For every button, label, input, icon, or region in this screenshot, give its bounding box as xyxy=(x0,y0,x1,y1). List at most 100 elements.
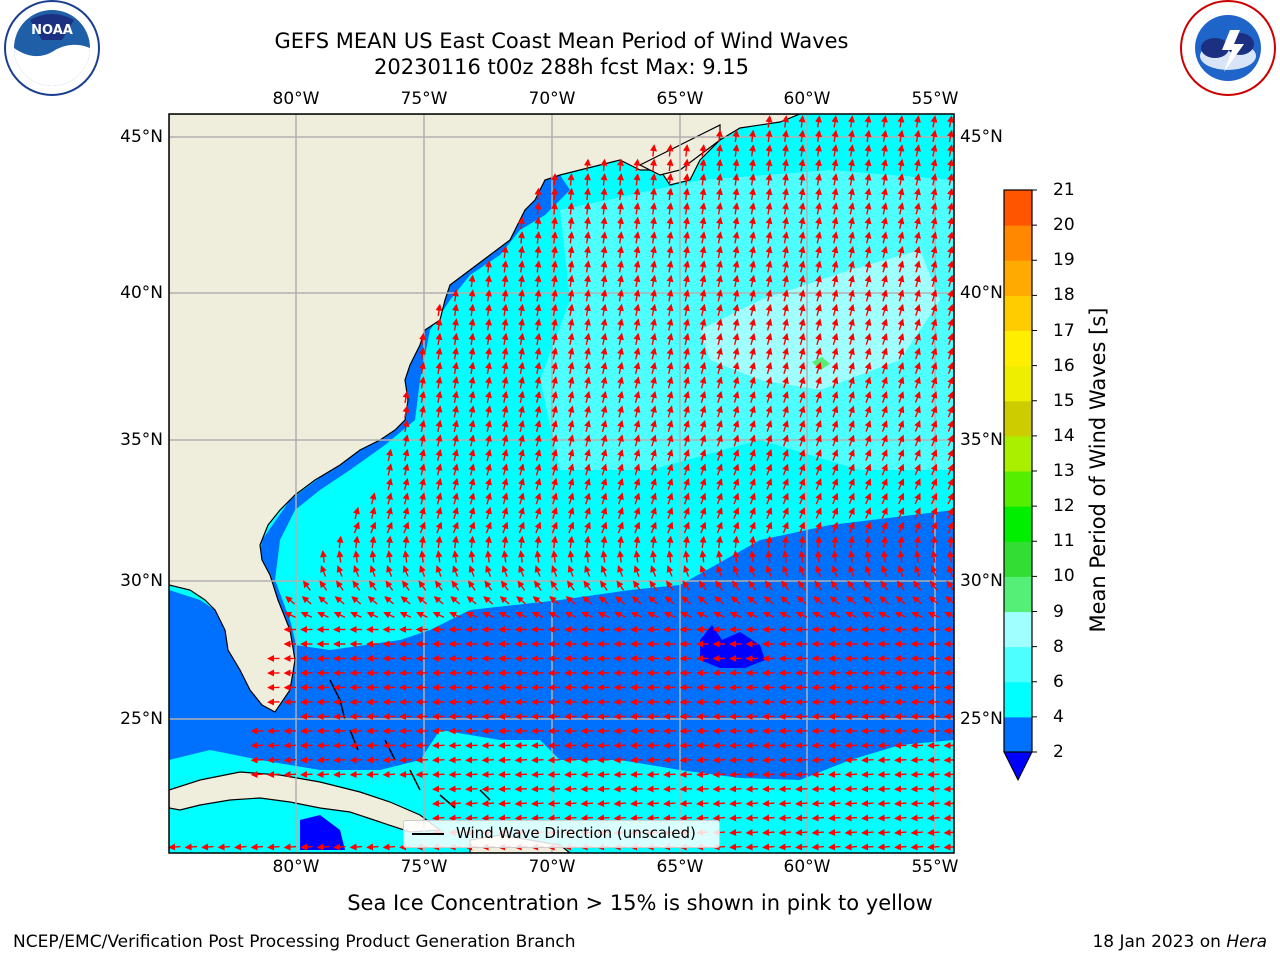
wind-wave-arrow xyxy=(415,756,429,764)
wind-wave-arrow xyxy=(551,216,558,230)
wind-wave-arrow xyxy=(881,216,888,229)
wind-wave-arrow xyxy=(650,390,657,403)
lat-tick-label-left: 35°N xyxy=(120,430,163,450)
wind-wave-arrow xyxy=(452,477,459,490)
wind-wave-arrow xyxy=(435,332,443,346)
wind-wave-arrow xyxy=(930,115,938,128)
wind-wave-arrow xyxy=(815,216,822,230)
wind-wave-arrow xyxy=(815,289,822,302)
wind-wave-arrow xyxy=(927,843,940,851)
wind-wave-arrow xyxy=(831,158,839,172)
colorbar-segment xyxy=(1004,190,1032,226)
wind-wave-arrow xyxy=(861,829,874,836)
wind-wave-arrow xyxy=(531,785,544,793)
wind-wave-arrow xyxy=(699,347,707,360)
wind-wave-arrow xyxy=(831,434,839,447)
wind-wave-arrow xyxy=(666,202,674,215)
wind-wave-arrow xyxy=(613,771,627,778)
wind-wave-arrow xyxy=(567,434,575,447)
wind-wave-arrow xyxy=(861,771,874,778)
wind-wave-arrow xyxy=(600,158,608,172)
wind-wave-arrow xyxy=(551,390,558,403)
wind-wave-arrow xyxy=(765,347,773,360)
wind-wave-arrow xyxy=(452,347,459,360)
wind-wave-arrow xyxy=(765,463,773,476)
wind-wave-arrow xyxy=(650,405,657,418)
wind-wave-arrow xyxy=(897,173,905,186)
wind-wave-arrow xyxy=(815,332,822,346)
colorbar-segment xyxy=(1004,225,1032,261)
wind-wave-arrow xyxy=(699,289,707,302)
wind-wave-arrow xyxy=(468,463,476,476)
wind-wave-arrow xyxy=(765,448,773,461)
wind-wave-arrow xyxy=(910,785,924,793)
wind-wave-arrow xyxy=(765,260,773,273)
wind-wave-arrow xyxy=(897,420,905,432)
wind-wave-arrow xyxy=(683,376,690,389)
wind-wave-arrow xyxy=(531,800,544,807)
wind-wave-arrow xyxy=(914,187,921,201)
wind-wave-arrow xyxy=(518,245,525,259)
wind-wave-arrow xyxy=(683,173,690,186)
wind-wave-arrow xyxy=(712,800,726,807)
wind-wave-arrow xyxy=(386,448,393,462)
wind-wave-arrow xyxy=(485,463,492,476)
wind-wave-arrow xyxy=(468,419,476,433)
lat-tick-label-right: 45°N xyxy=(960,127,1003,147)
wind-wave-arrow xyxy=(633,274,641,288)
wind-wave-arrow xyxy=(633,477,641,490)
wind-wave-arrow xyxy=(861,785,874,793)
wind-wave-arrow xyxy=(927,814,940,822)
wind-wave-arrow xyxy=(749,347,756,360)
wind-wave-arrow xyxy=(534,318,542,331)
wind-wave-arrow xyxy=(551,231,558,244)
wind-wave-arrow xyxy=(716,419,723,432)
wind-wave-arrow xyxy=(881,361,888,374)
footer-host: Hera xyxy=(1226,932,1267,952)
wind-wave-arrow xyxy=(762,785,775,793)
wind-wave-arrow xyxy=(584,231,591,244)
wind-wave-arrow xyxy=(732,478,740,490)
wind-wave-arrow xyxy=(518,405,525,418)
wind-wave-arrow xyxy=(584,274,591,288)
wind-wave-arrow xyxy=(765,231,773,244)
wind-wave-arrow xyxy=(795,785,808,793)
legend-label: Wind Wave Direction (unscaled) xyxy=(456,824,696,842)
wind-wave-arrow xyxy=(465,771,478,778)
wind-wave-arrow xyxy=(468,405,476,418)
wind-wave-arrow xyxy=(864,202,872,215)
wind-wave-arrow xyxy=(798,216,806,230)
wind-wave-arrow xyxy=(930,347,938,360)
legend-line-swatch xyxy=(412,833,444,835)
wind-wave-arrow xyxy=(402,463,410,476)
wind-wave-arrow xyxy=(382,771,396,778)
wind-wave-arrow xyxy=(650,361,657,374)
wind-wave-arrow xyxy=(881,376,888,389)
wind-wave-arrow xyxy=(584,390,591,403)
wind-wave-arrow xyxy=(468,361,476,375)
wind-wave-arrow xyxy=(600,347,608,360)
colorbar-segment xyxy=(1004,471,1032,507)
colorbar-tick-label: 15 xyxy=(1053,390,1075,411)
wind-wave-arrow xyxy=(749,434,756,447)
colorbar-segment xyxy=(1004,611,1032,648)
wind-wave-arrow xyxy=(894,829,907,836)
lon-tick-label-top: 55°W xyxy=(911,89,959,109)
wind-wave-arrow xyxy=(650,376,657,389)
wind-wave-arrow xyxy=(782,376,789,389)
wind-wave-arrow xyxy=(910,756,924,764)
wind-wave-arrow xyxy=(897,158,905,172)
wind-wave-arrow xyxy=(881,318,888,331)
wind-wave-arrow xyxy=(518,216,525,230)
wind-wave-arrow xyxy=(897,129,905,143)
wind-wave-arrow xyxy=(732,332,740,345)
wind-wave-arrow xyxy=(897,303,905,317)
wind-wave-arrow xyxy=(633,173,641,186)
wind-wave-arrow xyxy=(666,332,674,345)
wind-wave-arrow xyxy=(267,843,280,851)
colorbar-segment xyxy=(1004,400,1032,437)
colorbar-tick-label: 17 xyxy=(1053,320,1075,341)
wind-wave-arrow xyxy=(580,785,594,793)
wind-wave-arrow xyxy=(468,477,476,490)
wind-wave-arrow xyxy=(613,800,627,807)
